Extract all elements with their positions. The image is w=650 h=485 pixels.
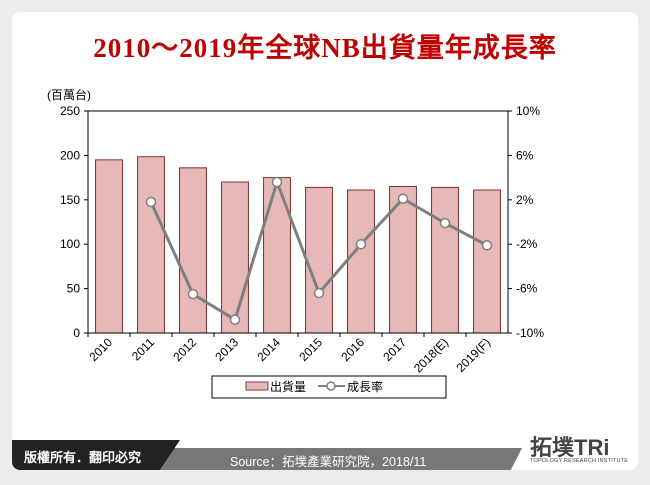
x-tick-label: 2011 <box>129 335 157 363</box>
bar-2011 <box>137 156 165 334</box>
legend-label-growth: 成長率 <box>347 379 383 394</box>
legend-bar-swatch <box>245 381 269 391</box>
right-tick-label: -10% <box>516 326 544 340</box>
source-text: Source：拓墣產業研究院，2018/11 <box>230 455 427 469</box>
growth-point-2019(F) <box>481 240 493 251</box>
bar-2016 <box>347 189 375 334</box>
bar-2014 <box>263 177 291 334</box>
left-tick-label: 150 <box>60 193 80 207</box>
right-tick-label: 2% <box>516 193 534 207</box>
legend-label-shipments: 出貨量 <box>270 379 306 394</box>
copyright-text: 版權所有．翻印必究 <box>24 450 142 465</box>
x-tick-label: 2018(E) <box>411 335 451 375</box>
growth-point-2013 <box>229 314 241 325</box>
chart-title: 2010～2019年全球NB出貨量年成長率 <box>93 33 557 63</box>
bar-2018(E) <box>431 186 459 334</box>
logo-subtext: TOPOLOGY RESEARCH INSTITUTE <box>530 458 629 464</box>
x-tick-label: 2012 <box>170 335 199 364</box>
right-tick-label: 10% <box>516 104 540 118</box>
bar-2012 <box>179 167 207 334</box>
left-tick-label: 100 <box>60 237 80 251</box>
x-tick-label: 2016 <box>338 335 367 364</box>
right-tick-label: -6% <box>516 282 538 296</box>
x-tick-label: 2013 <box>212 335 241 364</box>
bar-2010 <box>95 159 123 334</box>
right-tick-label: 6% <box>516 148 534 162</box>
bar-2019(F) <box>473 189 501 334</box>
x-tick-label: 2019(F) <box>454 335 494 375</box>
left-tick-label: 250 <box>60 104 80 118</box>
growth-point-2012 <box>187 288 199 300</box>
bar-2015 <box>305 186 333 334</box>
growth-point-2016 <box>355 238 367 250</box>
x-tick-label: 2010 <box>86 335 115 364</box>
logo-text: 拓墣TRi <box>530 435 610 460</box>
left-tick-label: 50 <box>67 282 81 296</box>
tri-logo: 拓墣TRi TOPOLOGY RESEARCH INSTITUTE <box>520 430 638 470</box>
growth-point-2018(E) <box>439 217 451 229</box>
growth-point-2017 <box>397 193 409 204</box>
x-tick-label: 2015 <box>296 335 325 364</box>
left-axis-unit: (百萬台) <box>47 87 91 102</box>
x-tick-label: 2014 <box>254 335 283 364</box>
left-tick-label: 200 <box>60 148 80 162</box>
legend-line-marker <box>326 381 336 391</box>
footer-source-band: Source：拓墣產業研究院，2018/11 <box>150 448 522 470</box>
x-tick-label: 2017 <box>380 335 409 364</box>
left-tick-label: 0 <box>73 326 80 340</box>
growth-point-2014 <box>271 176 283 188</box>
right-tick-label: -2% <box>516 237 538 251</box>
growth-point-2011 <box>145 196 157 208</box>
footer-copyright-band: 版權所有．翻印必究 <box>12 440 180 470</box>
growth-point-2015 <box>313 287 325 299</box>
legend: 出貨量 成長率 <box>211 375 447 399</box>
bar-2013 <box>221 181 249 334</box>
